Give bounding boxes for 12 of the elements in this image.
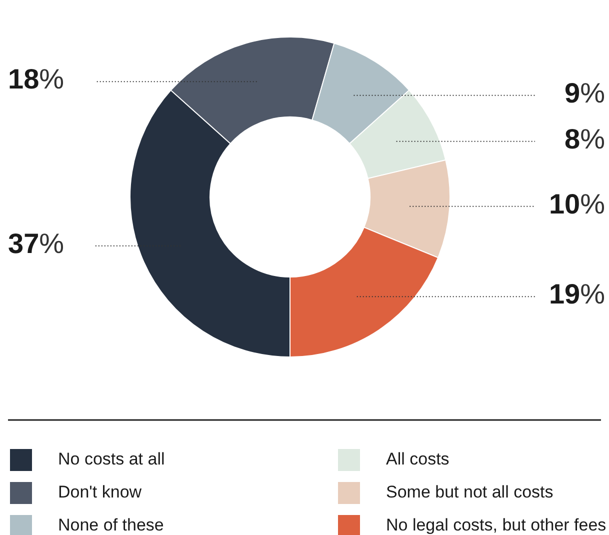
legend-label: None of these	[58, 515, 164, 534]
data-label: 37%	[8, 228, 64, 260]
data-label: 9%	[564, 78, 605, 109]
data-label: 8%	[564, 124, 605, 155]
legend-label: No costs at all	[58, 449, 165, 468]
legend-label: No legal costs, but other fees	[386, 515, 606, 534]
data-label: 19%	[548, 279, 605, 310]
legend-label: All costs	[386, 449, 450, 468]
data-label: 10%	[548, 188, 605, 220]
legend-label: Some but not all costs	[386, 482, 554, 502]
legend-label: Don't know	[58, 482, 142, 502]
data-label: 18%	[8, 64, 64, 96]
